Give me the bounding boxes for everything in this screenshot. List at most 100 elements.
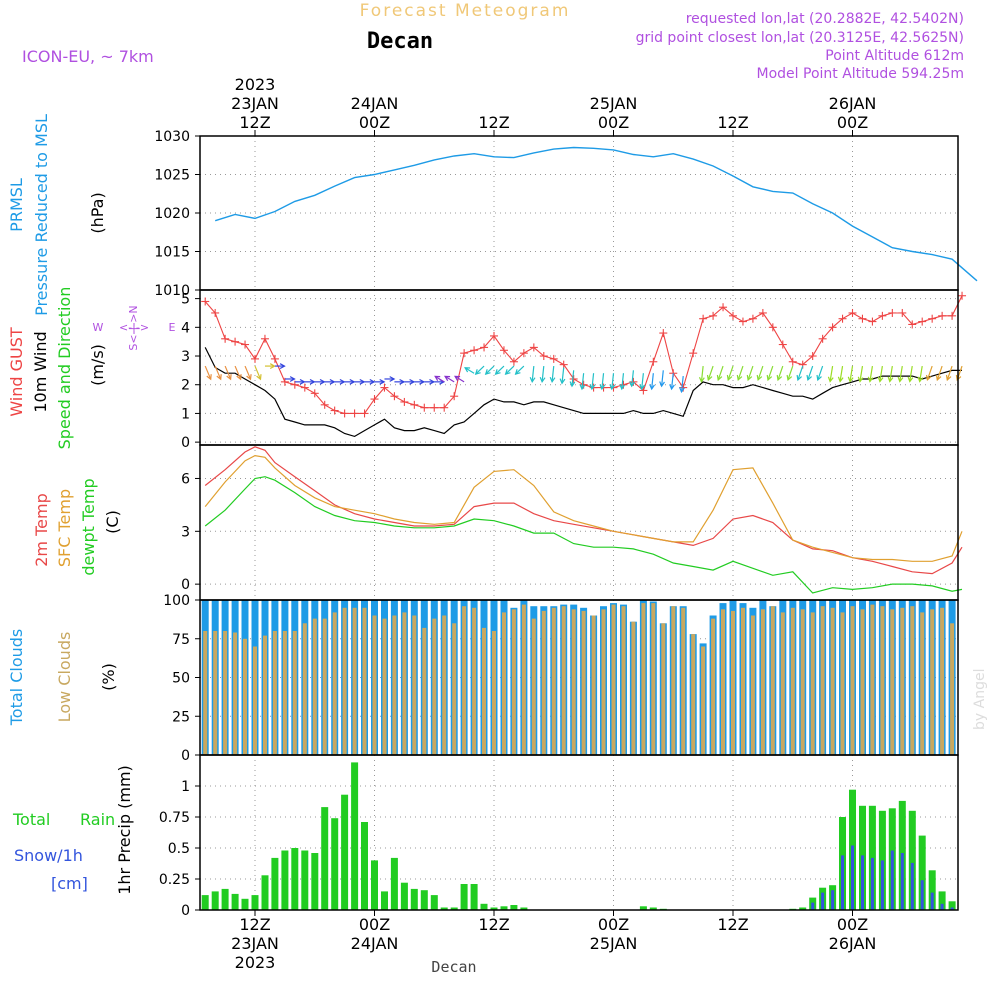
wind-direction-arrow xyxy=(706,365,714,382)
low-clouds-bar xyxy=(372,615,377,755)
low-clouds-bar xyxy=(551,607,556,756)
arrow-head xyxy=(659,381,665,388)
wind-direction-arrow xyxy=(214,365,222,381)
wind-gust-marker xyxy=(748,314,757,323)
temp-sfc-line xyxy=(204,454,963,562)
wind-direction-arrow xyxy=(796,365,804,382)
wind-direction-arrow xyxy=(766,365,774,382)
low-clouds-bar xyxy=(203,631,208,755)
wind-direction-arrow xyxy=(857,365,864,383)
compass-horizontal-arrow: <-|-> xyxy=(119,321,149,334)
low-clouds-bar xyxy=(272,631,277,755)
arrow-shaft xyxy=(807,365,814,381)
arrow-head xyxy=(935,374,942,382)
low-clouds-bar xyxy=(432,618,437,755)
label-sfc-temp: SFC Temp xyxy=(55,489,74,567)
arrow-shaft xyxy=(631,370,635,387)
snow-bar xyxy=(811,902,815,910)
arrow-head xyxy=(279,363,286,370)
arrow-head xyxy=(289,376,296,382)
low-clouds-bar xyxy=(920,612,925,755)
arrow-head xyxy=(494,369,501,375)
wind-gust-marker xyxy=(908,320,917,329)
time-label-top: 26JAN xyxy=(829,94,877,113)
arrow-head xyxy=(529,376,536,384)
arrow-head xyxy=(716,374,723,382)
rain-bar xyxy=(231,893,239,910)
time-label-bottom: 26JAN xyxy=(829,934,877,953)
wind-direction-arrow xyxy=(304,378,316,385)
wind-direction-arrow xyxy=(925,365,933,382)
low-clouds-bar xyxy=(462,606,467,755)
wind-direction-arrow xyxy=(244,365,252,381)
wind-direction-arrow xyxy=(837,365,844,383)
low-clouds-bar xyxy=(711,618,716,755)
y-tick-label: 100 xyxy=(163,593,190,609)
wind-direction-arrow xyxy=(726,365,734,382)
wind-gust-marker xyxy=(709,311,718,320)
arrow-shaft xyxy=(879,365,883,382)
time-label-top: 00Z xyxy=(598,113,629,132)
arrow-shaft xyxy=(849,365,854,382)
wind-direction-arrow xyxy=(679,376,685,394)
low-clouds-bar xyxy=(910,606,915,755)
wind-direction-arrow xyxy=(394,378,406,385)
snow-bar xyxy=(940,903,944,910)
wind-gust-marker xyxy=(480,343,489,352)
y-tick-label: 0 xyxy=(181,748,190,764)
unit-pressure: (hPa) xyxy=(88,192,107,233)
wind-direction-arrow xyxy=(776,365,784,382)
arrow-head xyxy=(756,374,763,382)
rain-bar xyxy=(918,835,926,910)
wind-gust-marker xyxy=(519,349,528,358)
arrow-head xyxy=(599,384,606,391)
wind-direction-arrow xyxy=(204,365,212,381)
low-clouds-bar xyxy=(800,609,805,755)
wind-gust-marker xyxy=(251,354,259,363)
wind-gust-marker xyxy=(838,314,847,323)
low-clouds-bar xyxy=(233,632,238,755)
panel-frame-pressure xyxy=(199,135,959,291)
low-clouds-bar xyxy=(880,606,885,755)
arrow-head xyxy=(726,374,733,382)
low-clouds-bar xyxy=(442,615,447,755)
arrow-head xyxy=(925,374,932,382)
rain-bar xyxy=(928,870,936,910)
wind-gust-marker xyxy=(221,334,230,343)
y-tick-label: 1020 xyxy=(154,206,190,222)
arrow-shaft xyxy=(224,365,232,380)
snow-bar xyxy=(920,880,924,910)
wind-gust-marker xyxy=(241,340,250,349)
wind-gust-marker xyxy=(430,403,439,412)
y-tick-label: 0 xyxy=(181,903,190,919)
arrow-head xyxy=(806,374,812,382)
wind-direction-arrow xyxy=(464,367,475,374)
wind-direction-arrow xyxy=(354,378,366,385)
arrow-shaft xyxy=(641,373,644,390)
arrow-head xyxy=(339,378,346,385)
y-tick-label: 1 xyxy=(181,406,190,422)
arrow-shaft xyxy=(757,365,764,381)
label-dewpt-temp: dewpt Temp xyxy=(79,478,98,575)
arrow-head xyxy=(847,376,854,383)
label-pressure-msl: Pressure Reduced to MSL xyxy=(32,114,51,316)
arrow-shaft xyxy=(787,365,794,381)
pressure-line xyxy=(214,146,978,282)
arrow-head xyxy=(269,363,276,370)
arrow-head xyxy=(349,378,356,385)
arrow-shaft xyxy=(561,367,565,384)
wind-direction-arrow xyxy=(746,365,754,382)
arrow-head xyxy=(669,384,675,391)
low-clouds-bar xyxy=(561,606,566,755)
time-label-top: 12Z xyxy=(478,113,509,132)
legend-snow-unit: [cm] xyxy=(51,874,88,893)
time-label-bottom: 00Z xyxy=(359,915,390,934)
wind-direction-arrow xyxy=(569,370,576,388)
low-clouds-bar xyxy=(482,627,486,755)
wind-direction-arrow xyxy=(945,365,953,382)
low-clouds-bar xyxy=(840,612,845,755)
low-clouds-bar xyxy=(631,621,636,755)
arrow-head xyxy=(867,376,874,383)
arrow-head xyxy=(955,374,962,382)
wind-gust-marker xyxy=(330,406,339,415)
